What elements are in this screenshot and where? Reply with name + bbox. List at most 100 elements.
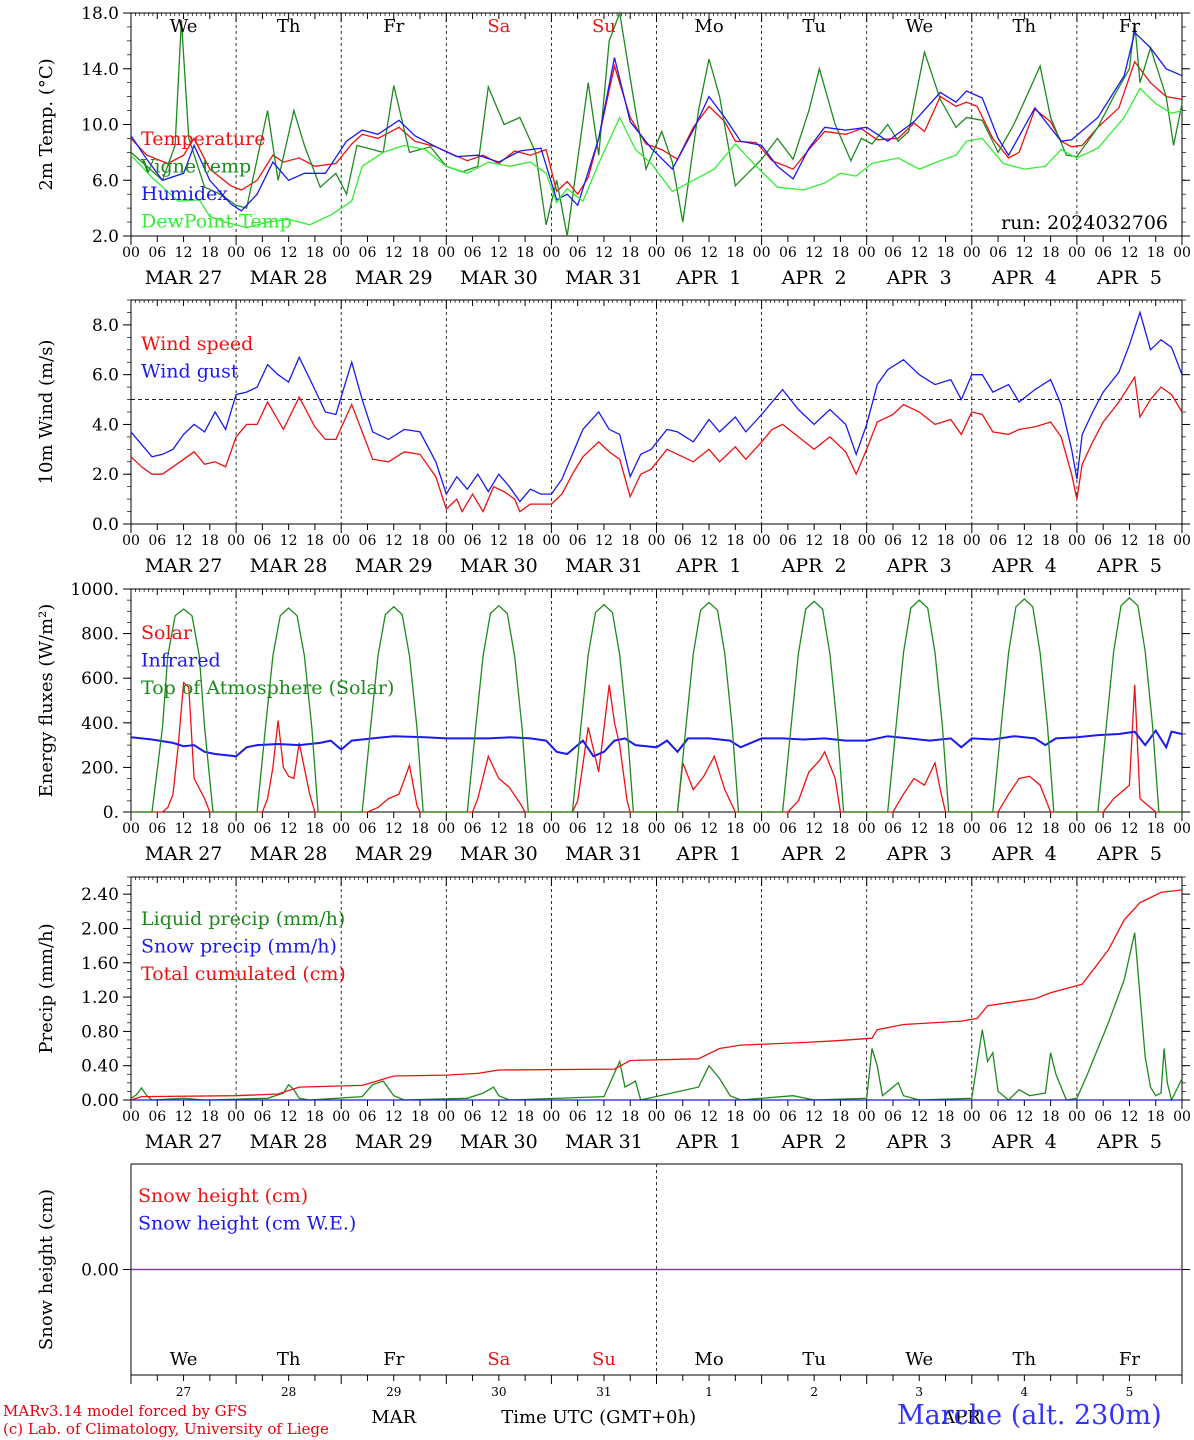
month-label: MAR [371,1407,416,1428]
hour-label: 06 [359,245,377,261]
hour-label: 12 [805,245,823,261]
hour-label: 12 [280,821,298,837]
weekday-label: Th [277,16,301,37]
station-label: Marche (alt. 230m) [897,1400,1162,1431]
date-label: MAR 31 [565,843,643,865]
hour-label: 00 [122,533,140,549]
hour-label: 00 [542,821,560,837]
date-label: APR 4 [991,555,1057,577]
hour-label: 18 [1147,533,1165,549]
date-label: APR 2 [781,1131,847,1153]
date-label: APR 1 [676,555,742,577]
legend-entry: Vigne temp [140,156,251,178]
hour-label: 00 [1173,245,1191,261]
hour-label: 12 [595,245,613,261]
hour-label: 12 [175,821,193,837]
hour-label: 06 [569,533,587,549]
hour-label: 00 [542,245,560,261]
hour-label: 00 [1068,821,1086,837]
y-tick-label: 600. [81,669,119,689]
hour-label: 18 [832,245,850,261]
hour-label: 18 [937,1109,955,1125]
date-label: MAR 29 [355,555,433,577]
hour-label: 00 [1068,1109,1086,1125]
hour-label: 00 [963,821,981,837]
hour-label: 06 [359,533,377,549]
hour-label: 06 [569,1109,587,1125]
hour-label: 18 [306,533,324,549]
hour-label: 18 [201,245,219,261]
hour-label: 18 [621,821,639,837]
y-tick-label: 0.00 [81,1261,119,1281]
x-axis-label: Time UTC (GMT+0h) [501,1407,696,1428]
y-tick-label: 6.0 [92,171,119,191]
weekday-label: Mo [694,16,723,37]
hour-label: 00 [963,245,981,261]
y-tick-label: 2.00 [81,919,119,939]
date-label: MAR 30 [460,1131,538,1153]
hour-label: 00 [753,1109,771,1125]
hour-label: 12 [1121,821,1139,837]
hour-label: 18 [201,533,219,549]
date-label: APR 3 [886,843,952,865]
hour-label: 18 [516,1109,534,1125]
weekday-label: Th [277,1349,301,1370]
hour-label: 00 [332,821,350,837]
date-label: APR 5 [1096,267,1162,289]
hour-label: 12 [385,1109,403,1125]
y-tick-label: 1.60 [81,954,119,974]
y-tick-label: 2.0 [92,465,119,485]
date-label: MAR 29 [355,1131,433,1153]
day-number-label: 1 [705,1385,713,1399]
hour-label: 06 [148,1109,166,1125]
y-axis-label: Snow height (cm) [36,1189,57,1350]
hour-label: 06 [253,533,271,549]
hour-label: 00 [332,1109,350,1125]
hour-label: 06 [674,533,692,549]
weekday-label: Tu [802,1349,826,1370]
date-label: MAR 27 [145,1131,223,1153]
y-tick-label: 2.0 [92,227,119,247]
hour-label: 18 [937,245,955,261]
hour-label: 06 [989,821,1007,837]
hour-label: 12 [595,821,613,837]
date-label: MAR 30 [460,267,538,289]
hour-label: 12 [1015,245,1033,261]
hour-label: 00 [753,245,771,261]
date-label: APR 4 [991,1131,1057,1153]
hour-label: 06 [779,533,797,549]
hour-label: 12 [700,821,718,837]
hour-label: 18 [306,1109,324,1125]
series-line-total-cumulated-cm- [130,889,1183,1101]
hour-label: 00 [648,1109,666,1125]
hour-label: 06 [148,821,166,837]
hour-label: 00 [1173,533,1191,549]
hour-label: 12 [1121,245,1139,261]
hour-label: 06 [1094,1109,1112,1125]
hour-label: 06 [884,533,902,549]
hour-label: 00 [122,1109,140,1125]
date-label: MAR 30 [460,843,538,865]
date-label: MAR 30 [460,555,538,577]
date-label: APR 1 [676,1131,742,1153]
hour-label: 18 [621,1109,639,1125]
legend-entry: Snow height (cm) [138,1185,308,1207]
y-tick-label: 1.20 [81,988,119,1008]
date-label: APR 2 [781,555,847,577]
hour-label: 06 [1094,533,1112,549]
legend-entry: Solar [141,622,193,644]
day-number-label: 30 [491,1385,506,1399]
hour-label: 12 [175,245,193,261]
hour-label: 12 [595,533,613,549]
hour-label: 18 [621,533,639,549]
hour-label: 00 [542,1109,560,1125]
date-label: MAR 27 [145,267,223,289]
date-label: APR 1 [676,843,742,865]
hour-label: 06 [884,821,902,837]
hour-label: 18 [1147,1109,1165,1125]
hour-label: 18 [832,533,850,549]
y-tick-label: 1000. [70,580,119,600]
credit-line-2: (c) Lab. of Climatology, University of L… [3,1420,329,1438]
hour-label: 12 [700,1109,718,1125]
hour-label: 18 [411,533,429,549]
